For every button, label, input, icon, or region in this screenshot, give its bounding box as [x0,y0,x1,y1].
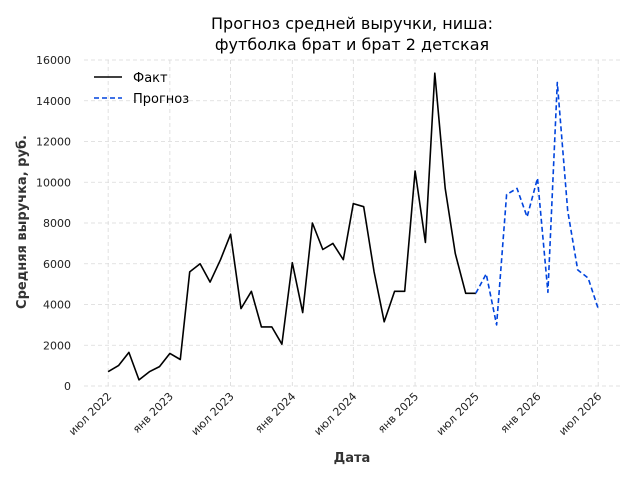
x-tick-label: июл 2024 [311,390,359,438]
y-tick-label: 10000 [36,176,71,189]
series-lines [107,72,599,381]
y-axis-label: Средняя выручка, руб. [15,135,30,309]
y-tick-label: 14000 [36,95,71,108]
y-tick-label: 16000 [36,54,71,67]
y-tick-label: 6000 [43,258,71,271]
x-tick-label: июл 2025 [434,390,482,438]
x-tick-label: янв 2024 [253,390,299,436]
x-tick-label: янв 2023 [130,390,176,436]
x-axis-label: Дата [334,451,371,466]
forecast-series-line [475,81,599,326]
x-tick-label: янв 2026 [498,390,544,436]
x-tick-labels: июл 2022 янв 2023 июл 2023 янв 2024 июл 2024… [66,390,604,438]
y-tick-label: 12000 [36,136,71,149]
legend-label-forecast: Прогноз [133,92,189,107]
y-tick-label: 2000 [43,339,71,352]
x-tick-label: июл 2023 [189,390,237,438]
chart-title-line-1: Прогноз средней выручки, ниша: [211,14,493,33]
y-tick-label: 0 [64,380,71,393]
x-tick-label: янв 2025 [375,390,421,436]
y-tick-labels: 0 2000 4000 6000 8000 10000 12000 14000 16000 [36,54,71,393]
chart-title-line-2: футболка брат и брат 2 детская [215,35,489,54]
fact-series-line [107,72,476,381]
legend-label-fact: Факт [133,71,168,86]
x-tick-label: июл 2026 [556,390,604,438]
y-tick-label: 8000 [43,217,71,230]
grid [84,59,622,387]
x-tick-label: июл 2022 [66,390,114,438]
y-tick-label: 4000 [43,299,71,312]
legend: Факт Прогноз [94,71,189,107]
